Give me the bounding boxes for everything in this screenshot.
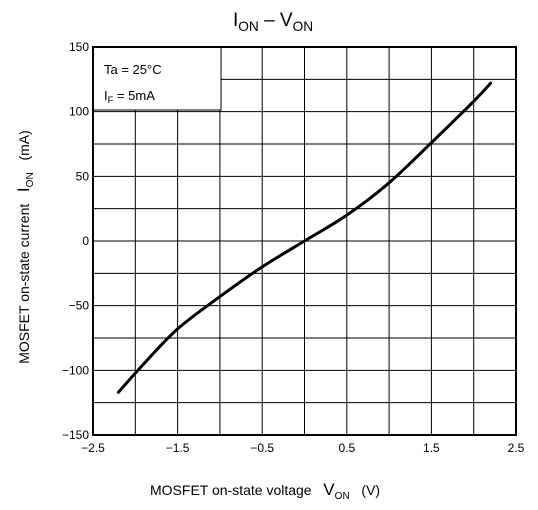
y-tick-label: 0 [82, 234, 89, 248]
x-tick-label: 1.5 [423, 441, 440, 455]
x-tick-label: −0.5 [250, 441, 274, 455]
y-tick-label: −150 [62, 428, 89, 442]
grid [92, 46, 517, 436]
annotation-box: Ta = 25°C IF = 5mA [104, 57, 162, 110]
x-tick-label: −1.5 [166, 441, 190, 455]
y-tick-label: 100 [69, 105, 89, 119]
chart-title: ION – VON [233, 10, 314, 34]
y-tick-label: −50 [69, 299, 90, 313]
annotation-forward-current: IF = 5mA [104, 88, 155, 106]
tick-labels: −2.5 −1.5 −0.5 0.5 1.5 2.5 −150 −100 −50 0 50 100 15… [62, 40, 525, 455]
y-tick-label: 50 [76, 169, 90, 183]
series-line [116, 81, 493, 394]
y-tick-label: 150 [69, 40, 89, 54]
y-tick-label: −100 [62, 363, 89, 377]
plot-frame [92, 46, 517, 436]
x-tick-label: 2.5 [508, 441, 525, 455]
y-axis-label: MOSFET on-state current ION (mA) [14, 130, 36, 364]
annotation-temperature: Ta = 25°C [104, 62, 162, 77]
x-axis-label: MOSFET on-state voltage VON (V) [150, 480, 381, 502]
x-tick-label: −2.5 [81, 441, 105, 455]
x-tick-label: 0.5 [338, 441, 355, 455]
